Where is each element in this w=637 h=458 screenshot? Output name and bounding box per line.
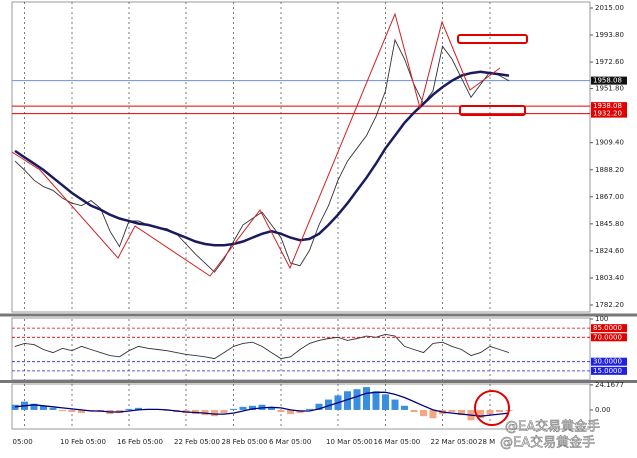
x-tick-label: 22 Feb 05:00 [174,438,220,446]
histogram-bar [325,399,332,410]
histogram-bar [306,408,313,410]
histogram-bar [496,409,503,413]
level-label: 1932.20 [593,110,622,118]
histogram-bar [363,387,370,410]
histogram-bar [344,391,351,410]
histogram-bar [477,409,484,419]
histogram-bar [429,409,437,419]
y-tick-label: 1909.40 [595,139,624,147]
histogram-bar [486,409,494,415]
histogram-bar [315,403,323,410]
y-tick-label: 1803.40 [595,274,624,282]
x-tick-label: 05:00 [13,438,33,446]
histogram-bar [30,403,38,410]
histogram-bar [230,408,237,410]
y-tick-label: 1972.60 [595,58,624,66]
y-tick-label: 1993.80 [595,31,624,39]
level-label-box [591,366,627,375]
watermark: @EA交易黄金手 [505,419,600,435]
level-label-box [591,109,627,118]
y-tick-label: 24.1677 [595,381,624,389]
zigzag [11,12,501,277]
histogram-bar [59,409,66,411]
histogram-bar [372,391,380,410]
level-label-box [591,102,627,111]
level-label-box [591,324,627,333]
series-line [14,333,510,360]
histogram-bar [11,404,19,410]
histogram-bar [239,406,247,410]
x-tick-label: 10 Feb 05:00 [60,438,106,446]
main-panel [11,1,591,313]
histogram-bar [249,405,256,410]
level-label: 1938.08 [593,102,622,110]
y-tick-label: 1951.80 [595,85,624,93]
y-tick-label: 100 [595,315,608,323]
histogram-bar [220,409,228,414]
x-tick-label: 28 M [478,438,495,446]
histogram-bar [391,399,399,410]
histogram-bar [277,409,285,413]
histogram-bar [420,409,427,417]
signal-line [14,391,510,417]
level-label-box [591,333,627,342]
histogram-bar [410,409,418,413]
level-label: 70.0000 [593,333,622,341]
histogram-bar [448,409,456,413]
x-tick-label: 16 Feb 05:00 [117,438,163,446]
level-label-box [591,76,627,85]
histogram-bar [268,407,275,410]
histogram-bar [353,389,361,410]
series-line [14,70,510,247]
level-label: 1958.08 [593,77,622,85]
x-tick-label: 16 Mar 05:00 [374,438,421,446]
histogram-bar [78,409,85,414]
y-tick-label: 1782.20 [595,301,624,309]
histogram-bar [40,405,47,410]
level-label: 15.0000 [593,367,622,375]
zone-box [457,34,528,44]
x-tick-label: 28 Feb 05:00 [222,438,268,446]
histogram-bar [211,409,218,417]
histogram-bar [401,405,408,410]
y-tick-label: 2015.00 [595,4,624,12]
y-tick-label: 0.00 [595,406,611,414]
y-tick-label: 1867.00 [595,193,624,201]
x-tick-label: 22 Mar 05:00 [431,438,478,446]
histogram-bar [135,407,142,410]
plot-layer: 2015.00 1993.80 1972.60 1951.80 1909.40 1888.… [11,2,627,446]
level-label: 85.0000 [593,324,622,332]
level-label: 30.0000 [593,358,622,366]
x-tick-label: 10 Mar 05:00 [326,438,373,446]
level-label-box [591,357,627,366]
zone-box [459,105,526,116]
histogram-bar [458,409,465,416]
histogram-bar [68,409,76,413]
histogram-bar [382,394,389,410]
y-tick-label: 1888.20 [595,166,624,174]
histogram-bar [125,408,133,410]
x-tick-label: 6 Mar 05:00 [269,438,311,446]
y-tick-label: 1824.60 [595,247,624,255]
watermark: @EA交易黄金手 [500,435,595,451]
histogram-bar [287,409,294,415]
highlight-circle [474,390,510,426]
y-tick-label: 1845.80 [595,220,624,228]
histogram-bar [49,407,57,410]
